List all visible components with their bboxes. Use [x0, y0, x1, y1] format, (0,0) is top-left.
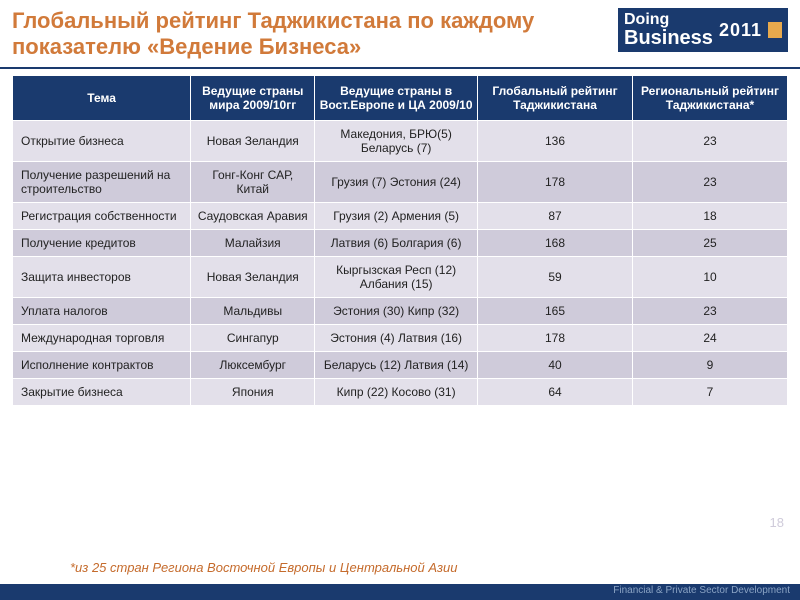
table-cell: Гонг-Конг САР, Китай: [191, 161, 315, 202]
table-cell: 9: [633, 351, 788, 378]
table-cell: Эстония (30) Кипр (32): [315, 297, 478, 324]
table-row: Открытие бизнесаНовая ЗеландияМакедония,…: [13, 120, 788, 161]
table-cell: 23: [633, 161, 788, 202]
col-header: Региональный рейтинг Таджикистана*: [633, 75, 788, 120]
table-cell: Новая Зеландия: [191, 256, 315, 297]
table-cell: 24: [633, 324, 788, 351]
table-cell: Македония, БРЮ(5) Беларусь (7): [315, 120, 478, 161]
table-container: Тема Ведущие страны мира 2009/10гг Ведущ…: [0, 69, 800, 406]
table-cell: 178: [478, 161, 633, 202]
ranking-table: Тема Ведущие страны мира 2009/10гг Ведущ…: [12, 75, 788, 406]
table-cell: 64: [478, 378, 633, 405]
footer-bar: Financial & Private Sector Development: [0, 584, 800, 600]
table-cell: Люксембург: [191, 351, 315, 378]
table-cell: Кипр (22) Косово (31): [315, 378, 478, 405]
table-cell: 178: [478, 324, 633, 351]
table-cell: 87: [478, 202, 633, 229]
header-bar: Глобальный рейтинг Таджикистана по каждо…: [0, 0, 800, 69]
table-cell: 23: [633, 297, 788, 324]
table-cell: Грузия (2) Армения (5): [315, 202, 478, 229]
logo-square-icon: [768, 22, 782, 38]
table-cell: Регистрация собственности: [13, 202, 191, 229]
table-cell: Сингапур: [191, 324, 315, 351]
table-cell: Закрытие бизнеса: [13, 378, 191, 405]
logo-text: Doing Business: [624, 12, 713, 48]
table-cell: 40: [478, 351, 633, 378]
table-body: Открытие бизнесаНовая ЗеландияМакедония,…: [13, 120, 788, 405]
table-cell: Саудовская Аравия: [191, 202, 315, 229]
col-header: Глобальный рейтинг Таджикистана: [478, 75, 633, 120]
table-row: Защита инвесторовНовая ЗеландияКыргызска…: [13, 256, 788, 297]
table-row: Получение разрешений на строительствоГон…: [13, 161, 788, 202]
table-cell: 18: [633, 202, 788, 229]
logo-line1: Doing: [624, 11, 669, 28]
table-row: Закрытие бизнесаЯпонияКипр (22) Косово (…: [13, 378, 788, 405]
table-cell: Грузия (7) Эстония (24): [315, 161, 478, 202]
table-cell: 136: [478, 120, 633, 161]
table-cell: Мальдивы: [191, 297, 315, 324]
table-row: Уплата налоговМальдивыЭстония (30) Кипр …: [13, 297, 788, 324]
table-cell: Кыргызская Респ (12) Албания (15): [315, 256, 478, 297]
table-cell: Исполнение контрактов: [13, 351, 191, 378]
table-cell: 23: [633, 120, 788, 161]
page-title: Глобальный рейтинг Таджикистана по каждо…: [12, 8, 618, 61]
brand-logo: Doing Business 2011: [618, 8, 788, 52]
table-row: Международная торговляСингапурЭстония (4…: [13, 324, 788, 351]
table-cell: 168: [478, 229, 633, 256]
table-cell: Япония: [191, 378, 315, 405]
footnote-text: *из 25 стран Региона Восточной Европы и …: [70, 560, 458, 576]
col-header: Тема: [13, 75, 191, 120]
table-cell: 59: [478, 256, 633, 297]
table-cell: 10: [633, 256, 788, 297]
table-cell: Открытие бизнеса: [13, 120, 191, 161]
table-cell: 25: [633, 229, 788, 256]
col-header: Ведущие страны мира 2009/10гг: [191, 75, 315, 120]
table-cell: Беларусь (12) Латвия (14): [315, 351, 478, 378]
table-header: Тема Ведущие страны мира 2009/10гг Ведущ…: [13, 75, 788, 120]
table-cell: Уплата налогов: [13, 297, 191, 324]
col-header: Ведущие страны в Вост.Европе и ЦА 2009/1…: [315, 75, 478, 120]
logo-line2: Business: [624, 28, 713, 48]
logo-year: 2011: [719, 20, 762, 41]
table-cell: Защита инвесторов: [13, 256, 191, 297]
table-row: Получение кредитовМалайзияЛатвия (6) Бол…: [13, 229, 788, 256]
table-cell: Малайзия: [191, 229, 315, 256]
table-cell: Получение разрешений на строительство: [13, 161, 191, 202]
table-cell: 165: [478, 297, 633, 324]
table-cell: Эстония (4) Латвия (16): [315, 324, 478, 351]
table-cell: Латвия (6) Болгария (6): [315, 229, 478, 256]
table-cell: Получение кредитов: [13, 229, 191, 256]
page-number: 18: [770, 515, 784, 530]
table-row: Регистрация собственностиСаудовская Арав…: [13, 202, 788, 229]
table-row: Исполнение контрактовЛюксембургБеларусь …: [13, 351, 788, 378]
table-cell: Новая Зеландия: [191, 120, 315, 161]
table-cell: 7: [633, 378, 788, 405]
table-cell: Международная торговля: [13, 324, 191, 351]
